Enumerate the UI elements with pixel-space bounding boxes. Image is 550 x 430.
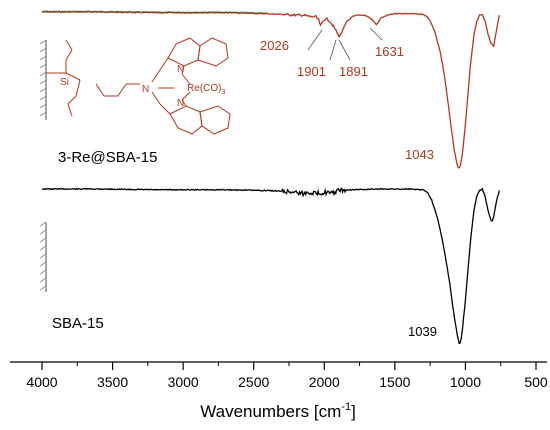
peak-label-1901: 1901 xyxy=(297,64,326,79)
x-tick-label-3000: 3000 xyxy=(168,374,199,390)
rhenium-tricarbonyl-label: Re(CO)3 xyxy=(187,83,225,96)
label-3-re-sba15: 3-Re@SBA-15 xyxy=(58,149,157,166)
peak-label-1631: 1631 xyxy=(375,44,404,59)
peak-leader-lines xyxy=(307,27,383,61)
x-axis-title: Wavenumbers [cm-1] xyxy=(200,401,356,421)
x-tick-label-1000: 1000 xyxy=(450,374,481,390)
series-line-re-sba15-start-segment xyxy=(41,10,268,15)
peak-label-1039: 1039 xyxy=(408,324,437,339)
x-axis-title-main: Wavenumbers [cm xyxy=(200,402,341,421)
x-tick-label-2500: 2500 xyxy=(238,374,269,390)
amine-nitrogen-label: N xyxy=(142,84,149,95)
x-axis-title-close: ] xyxy=(351,402,356,421)
series-line-re-sba15 xyxy=(41,10,500,169)
chemical-structure-labels: Si N N N Re(CO)3 xyxy=(60,64,225,109)
x-tick-label-3500: 3500 xyxy=(97,374,128,390)
x-tick-label-2000: 2000 xyxy=(309,374,340,390)
rhenium-subscript: 3 xyxy=(221,89,225,96)
peak-label-1891: 1891 xyxy=(339,64,368,79)
series-layer xyxy=(41,10,500,345)
lower-quinoline-nitrogen-label: N xyxy=(177,98,184,109)
upper-quinoline-nitrogen-label: N xyxy=(177,64,184,75)
x-tick-label-4000: 4000 xyxy=(26,374,57,390)
sba15-surface-drawing xyxy=(39,221,47,292)
x-tick-label-1500: 1500 xyxy=(379,374,410,390)
x-ticks: 4000 3500 3000 2500 2000 1500 1000 500 xyxy=(26,362,548,390)
x-axis-title-superscript: -1 xyxy=(341,401,351,413)
x-axis: 4000 3500 3000 2500 2000 1500 1000 500 xyxy=(10,361,548,390)
series-line-sba15 xyxy=(41,187,500,345)
x-tick-label-500: 500 xyxy=(524,374,548,390)
peak-label-1043: 1043 xyxy=(405,147,434,162)
silicon-atom-label: Si xyxy=(60,77,69,88)
rhenium-label-text: Re(CO) xyxy=(187,83,221,94)
peak-label-2026: 2026 xyxy=(260,38,289,53)
chemical-structure xyxy=(39,37,231,135)
peak-annotation-layer: 2026 1901 1891 1631 1043 1039 xyxy=(260,38,437,339)
label-sba15: SBA-15 xyxy=(52,315,104,332)
